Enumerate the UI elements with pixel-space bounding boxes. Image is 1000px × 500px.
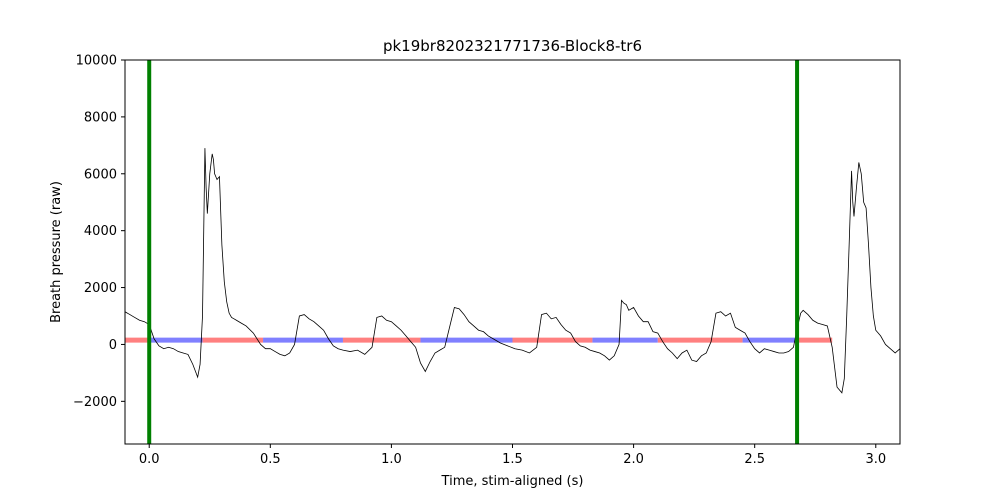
x-axis-label: Time, stim-aligned (s)	[441, 474, 584, 489]
x-tick-label: 2.5	[744, 452, 765, 467]
plot-area	[125, 60, 900, 444]
x-tick-label: 0.0	[139, 452, 160, 467]
y-tick-label: −2000	[73, 395, 117, 410]
y-tick-label: 2000	[84, 281, 117, 296]
y-tick-label: 0	[109, 338, 117, 353]
y-tick-label: 8000	[84, 110, 117, 125]
x-tick-label: 1.0	[381, 452, 402, 467]
y-axis-ticks: −2000 0 2000 4000 6000 8000 10000	[73, 54, 125, 410]
chart-title: pk19br8202321771736-Block8-tr6	[383, 37, 642, 55]
y-tick-label: 6000	[84, 167, 117, 182]
y-tick-label: 4000	[84, 224, 117, 239]
x-tick-label: 0.5	[260, 452, 281, 467]
breath-pressure-trace	[125, 148, 900, 394]
x-axis-ticks: 0.0 0.5 1.0 1.5 2.0 2.5 3.0	[139, 444, 886, 467]
x-tick-label: 3.0	[865, 452, 886, 467]
y-tick-label: 10000	[76, 54, 117, 69]
x-tick-label: 2.0	[623, 452, 644, 467]
x-tick-label: 1.5	[502, 452, 523, 467]
data-layer	[125, 60, 900, 444]
y-axis-label: Breath pressure (raw)	[49, 181, 64, 323]
